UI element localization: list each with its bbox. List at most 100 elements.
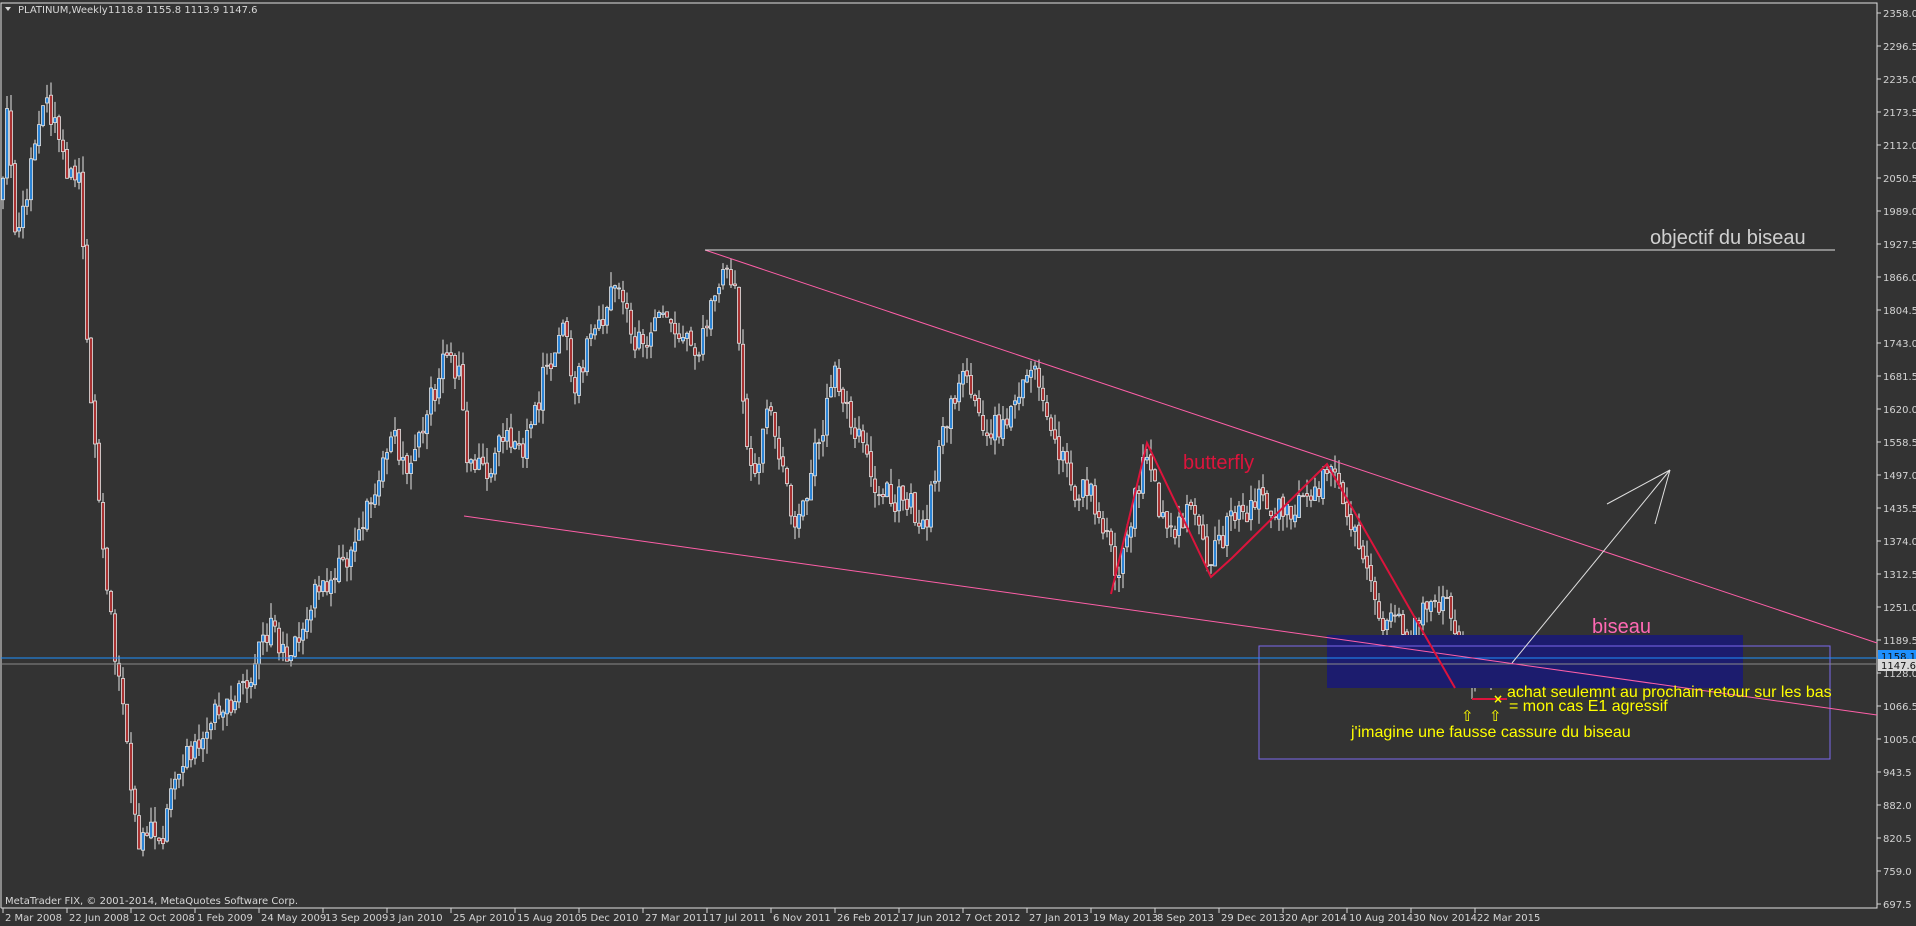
candle <box>893 494 897 523</box>
bull-candle-body <box>541 366 545 411</box>
symbol-timeframe: PLATINUM,Weekly <box>18 5 108 16</box>
price-axis[interactable]: 2358.0 2296.5 2235.0 2173.5 2112.0 2050.5 1989… <box>1877 9 1916 911</box>
bear-candle-body <box>705 325 709 329</box>
candle <box>53 101 57 134</box>
candle <box>981 400 985 436</box>
bear-candle-body <box>1245 512 1249 523</box>
bull-candle-body <box>45 97 49 104</box>
candle <box>997 403 1001 444</box>
bull-candle-body <box>765 408 769 428</box>
bear-candle-body <box>1265 492 1269 510</box>
time-axis[interactable]: 2 Mar 2008 22 Jun 2008 12 Oct 2008 1 Feb 20… <box>2 908 1540 924</box>
candle <box>829 374 833 398</box>
candle <box>1293 504 1297 528</box>
candle <box>633 327 637 359</box>
bear-candle-body <box>837 367 841 392</box>
candle <box>769 402 773 416</box>
candle <box>417 430 421 458</box>
date-tick-label: 17 Jun 2012 <box>901 913 961 924</box>
candle <box>689 326 693 347</box>
candle <box>1085 466 1089 510</box>
bear-candle-body <box>145 832 149 836</box>
bull-candle-body <box>253 663 257 686</box>
candle <box>865 432 869 458</box>
price-tick-label: 1066.5 <box>1883 702 1916 713</box>
bull-candle-body <box>237 683 241 703</box>
bear-candle-body <box>121 678 125 705</box>
bear-candle-body <box>1057 436 1061 461</box>
candle <box>781 446 785 473</box>
bear-candle-body <box>1205 536 1209 567</box>
date-tick-label: 20 Apr 2014 <box>1285 913 1347 924</box>
dropdown-triangle-icon[interactable] <box>5 7 11 11</box>
bull-candle-body <box>1441 596 1445 612</box>
bull-candle-body <box>477 457 481 470</box>
candle <box>1049 414 1053 437</box>
price-tag-bg-1147 <box>1878 659 1916 671</box>
candle <box>617 282 621 300</box>
candle <box>429 376 433 426</box>
candle <box>1377 592 1381 621</box>
bull-candle-body <box>429 387 433 415</box>
bear-candle-body <box>197 739 201 749</box>
bear-candle-body <box>73 165 77 181</box>
bear-candle-body <box>61 139 65 153</box>
candle <box>193 733 197 765</box>
bear-candle-body <box>629 309 633 335</box>
candle <box>213 699 217 731</box>
candle <box>1169 512 1173 538</box>
candle <box>141 827 145 857</box>
price-tick-label: 1681.5 <box>1883 372 1916 383</box>
price-tag-1158: 1158.1 <box>1881 652 1916 663</box>
candle <box>929 481 933 533</box>
candle <box>737 286 741 351</box>
candle <box>1017 382 1021 411</box>
projection-arrow-icon[interactable] <box>1511 469 1671 664</box>
candle <box>221 709 225 731</box>
candle <box>549 352 553 381</box>
bear-candle-body <box>1041 387 1045 401</box>
bull-candle-body <box>425 414 429 435</box>
scenario-frame[interactable] <box>1258 645 1831 760</box>
candle <box>585 335 589 376</box>
bear-candle-body <box>1433 600 1437 602</box>
bull-candle-body <box>713 295 717 302</box>
lower-wedge-line[interactable] <box>463 515 1878 716</box>
bear-candle-body <box>845 401 849 405</box>
candle <box>693 342 697 370</box>
candle <box>833 361 837 398</box>
date-tick-label: 29 Dec 2013 <box>1221 913 1285 924</box>
candle <box>1325 466 1329 482</box>
bull-candle-body <box>377 480 381 497</box>
bear-candle-body <box>745 398 749 447</box>
candle <box>1137 485 1141 508</box>
candle <box>721 263 725 290</box>
bull-candle-body <box>169 788 173 810</box>
candle <box>797 503 801 538</box>
candle <box>1425 600 1429 623</box>
candle <box>853 417 857 448</box>
candle <box>205 717 209 754</box>
biseau-zone[interactable] <box>1327 635 1743 688</box>
bear-candle-body <box>1053 429 1057 440</box>
candle <box>389 431 393 454</box>
upper-wedge-line[interactable] <box>704 249 1878 644</box>
candle <box>369 497 373 519</box>
butterfly-label: butterfly <box>1183 452 1254 474</box>
bear-candle-body <box>869 451 873 478</box>
bear-candle-body <box>601 319 605 326</box>
bear-candle-body <box>753 463 757 474</box>
bear-candle-body <box>1189 501 1193 506</box>
price-tick-label: 1866.0 <box>1883 273 1916 284</box>
candle <box>897 479 901 523</box>
bear-candle-body <box>981 415 985 431</box>
candle <box>21 190 25 239</box>
candle <box>453 353 457 389</box>
candle <box>393 417 397 445</box>
butterfly-pattern[interactable] <box>1110 440 1456 689</box>
candle <box>557 327 561 354</box>
candle <box>397 428 401 466</box>
candle <box>1345 487 1349 526</box>
candle <box>1441 585 1445 625</box>
